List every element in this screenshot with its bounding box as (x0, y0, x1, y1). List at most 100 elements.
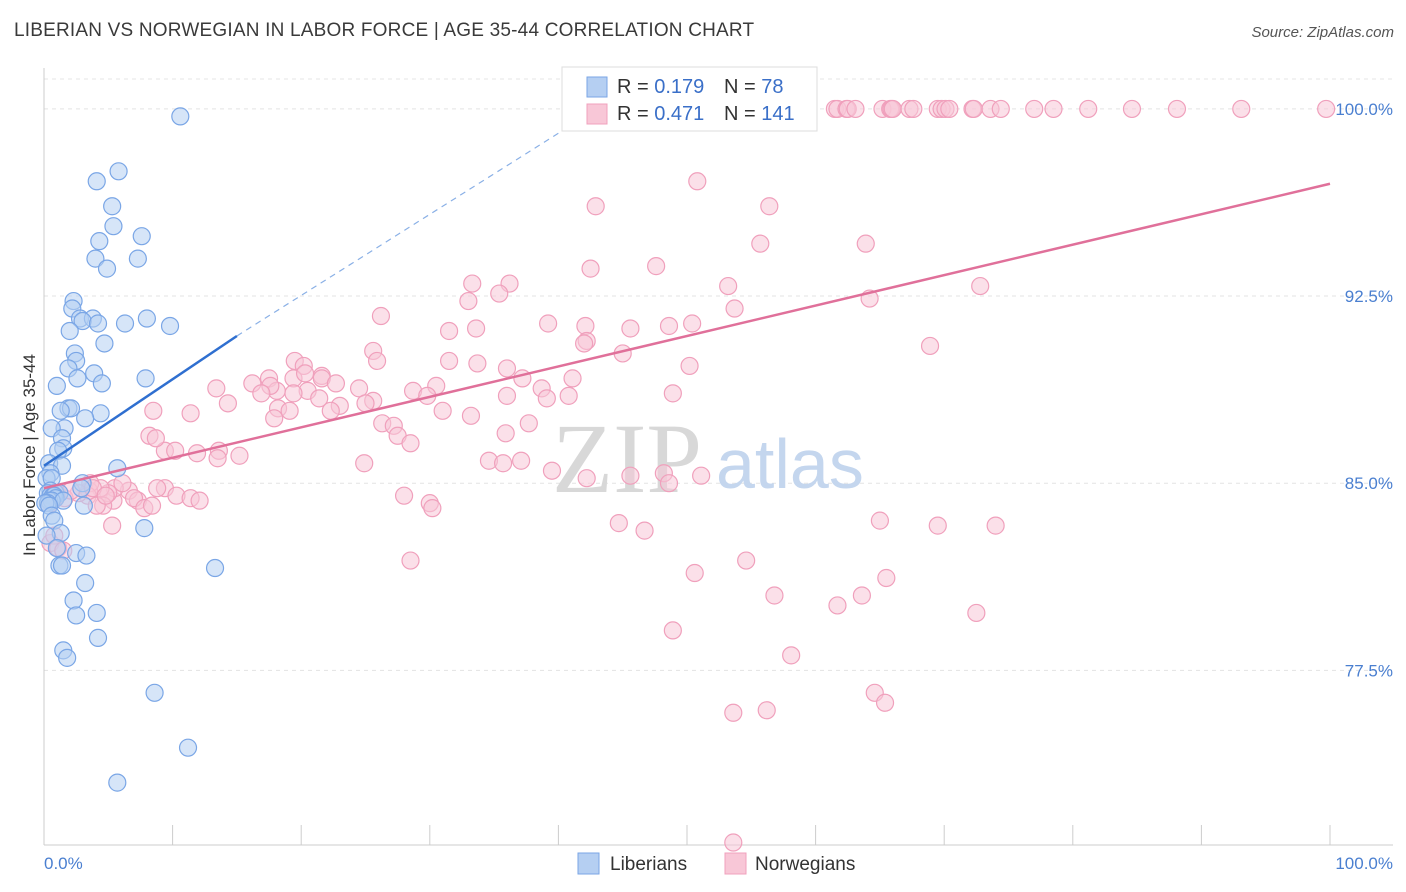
norwegian-point (828, 596, 847, 615)
norwegian-point (459, 291, 478, 311)
y-tick-label: 92.5% (1345, 287, 1393, 306)
norwegian-point (401, 434, 420, 453)
liberian-point (64, 591, 83, 610)
norwegian-point (683, 314, 702, 333)
trend-lines (43, 108, 1331, 490)
norwegian-point (207, 379, 226, 398)
watermark: ZIP atlas (552, 403, 864, 514)
norwegian-point (725, 299, 744, 318)
liberian-point (137, 309, 156, 328)
liberian-point (86, 249, 105, 268)
liberian-point (128, 249, 147, 268)
liberian-point (97, 259, 117, 278)
norwegian-point (537, 389, 556, 408)
axes (43, 68, 1393, 846)
norwegian-point (621, 319, 640, 338)
liberian-point (90, 232, 109, 251)
norwegian-point (190, 491, 209, 510)
norwegian-point (719, 276, 738, 296)
liberian-point (58, 648, 77, 667)
norwegian-point (852, 586, 871, 605)
liberian-point (132, 227, 151, 246)
norwegian-point (920, 336, 940, 356)
norwegian-point (542, 461, 562, 480)
liberian-point (91, 404, 110, 423)
watermark-atlas: atlas (716, 425, 864, 503)
norwegian-point (986, 516, 1005, 535)
norwegian-point (497, 359, 517, 378)
liberian-point (109, 162, 128, 181)
norwegian-point (1317, 99, 1336, 119)
norwegian-point (1167, 99, 1187, 119)
norwegian-point (423, 499, 442, 518)
svg-text:N = 78: N = 78 (724, 76, 784, 98)
norwegian-point (680, 356, 699, 376)
norwegian-point (355, 454, 374, 473)
norwegian-point (310, 389, 329, 408)
norwegian-point (321, 401, 340, 420)
data-points (36, 99, 1336, 852)
norwegian-point (757, 701, 776, 720)
liberian-point (52, 556, 72, 575)
y-tick-label: 85.0% (1345, 474, 1393, 493)
liberian-point (67, 606, 86, 625)
norwegian-point (967, 603, 986, 623)
norwegian-point (991, 99, 1010, 119)
liberian-point (47, 538, 66, 558)
liberian-point (74, 496, 93, 515)
norwegian-point (760, 197, 779, 216)
norwegian-point (265, 409, 284, 428)
liberian-point (171, 107, 190, 126)
norwegian-point (466, 319, 486, 338)
norwegian-point (581, 259, 600, 278)
grid-lines (44, 78, 1393, 671)
liberian-point (47, 376, 66, 395)
norwegian-point (659, 316, 679, 336)
norwegian-point (371, 306, 391, 326)
norwegian-point (1122, 99, 1142, 119)
norwegian-point (576, 316, 595, 336)
norwegian-point (218, 394, 237, 413)
liberian-point (136, 369, 155, 388)
norwegian-point (782, 646, 801, 665)
norwegian-point (519, 414, 538, 433)
norwegian-point (356, 394, 375, 413)
liberian-point (160, 316, 180, 336)
norwegian-point (663, 621, 682, 640)
norwegian-point (280, 401, 299, 420)
norwegian-point (494, 454, 513, 473)
legend-n-label-1: N = (724, 76, 761, 98)
liberian-point (145, 683, 164, 702)
liberian-point (104, 217, 123, 236)
norwegian-point (964, 99, 983, 119)
norwegian-point (621, 466, 640, 485)
watermark-zip: ZIP (552, 403, 702, 514)
norwegian-point (751, 234, 770, 253)
norwegian-point (685, 563, 704, 583)
norwegian-point (252, 384, 271, 403)
norwegian-point (559, 386, 578, 405)
liberian-point (103, 197, 122, 216)
liberian-point (95, 334, 114, 353)
norwegian-point (940, 99, 959, 119)
norwegian-point (846, 99, 865, 119)
norwegian-point (439, 321, 459, 341)
norwegian-point (96, 486, 115, 505)
x-tick-label-min: 0.0% (44, 854, 83, 873)
norwegian-point (512, 451, 531, 470)
liberian-point (68, 369, 87, 388)
norwegian-point (326, 374, 346, 393)
norwegian-point (1232, 99, 1251, 119)
legend-swatch-norwegians (586, 103, 608, 125)
norwegian-point (144, 401, 163, 420)
norwegian-point (367, 351, 387, 371)
legend-n-value-1: 78 (761, 76, 783, 98)
norwegian-point (635, 521, 654, 540)
norwegian-point (692, 466, 711, 485)
norwegian-point (463, 274, 482, 293)
norwegian-point (575, 334, 594, 353)
norwegian-point (586, 197, 605, 216)
bottom-legend-swatch-norwegians (724, 852, 747, 875)
norwegian-point (468, 354, 487, 373)
